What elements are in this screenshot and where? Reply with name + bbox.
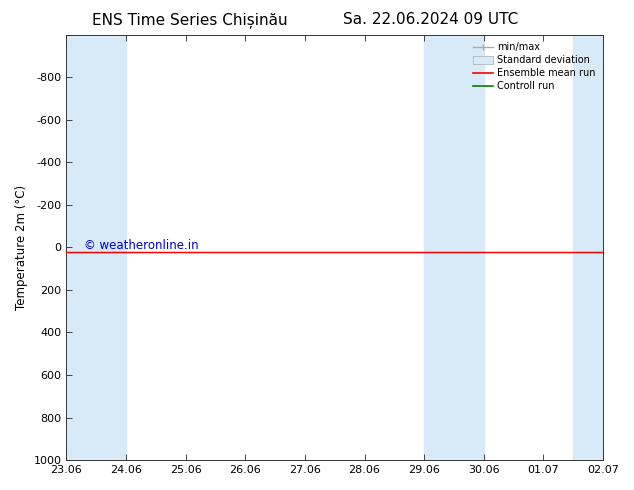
Y-axis label: Temperature 2m (°C): Temperature 2m (°C) bbox=[15, 185, 28, 310]
Text: © weatheronline.in: © weatheronline.in bbox=[84, 239, 199, 252]
Bar bbox=[424, 35, 484, 460]
Bar bbox=[573, 35, 603, 460]
Legend: min/max, Standard deviation, Ensemble mean run, Controll run: min/max, Standard deviation, Ensemble me… bbox=[470, 40, 598, 94]
Text: Sa. 22.06.2024 09 UTC: Sa. 22.06.2024 09 UTC bbox=[344, 12, 519, 27]
Bar bbox=[67, 35, 126, 460]
Text: ENS Time Series Chișinău: ENS Time Series Chișinău bbox=[93, 12, 288, 28]
